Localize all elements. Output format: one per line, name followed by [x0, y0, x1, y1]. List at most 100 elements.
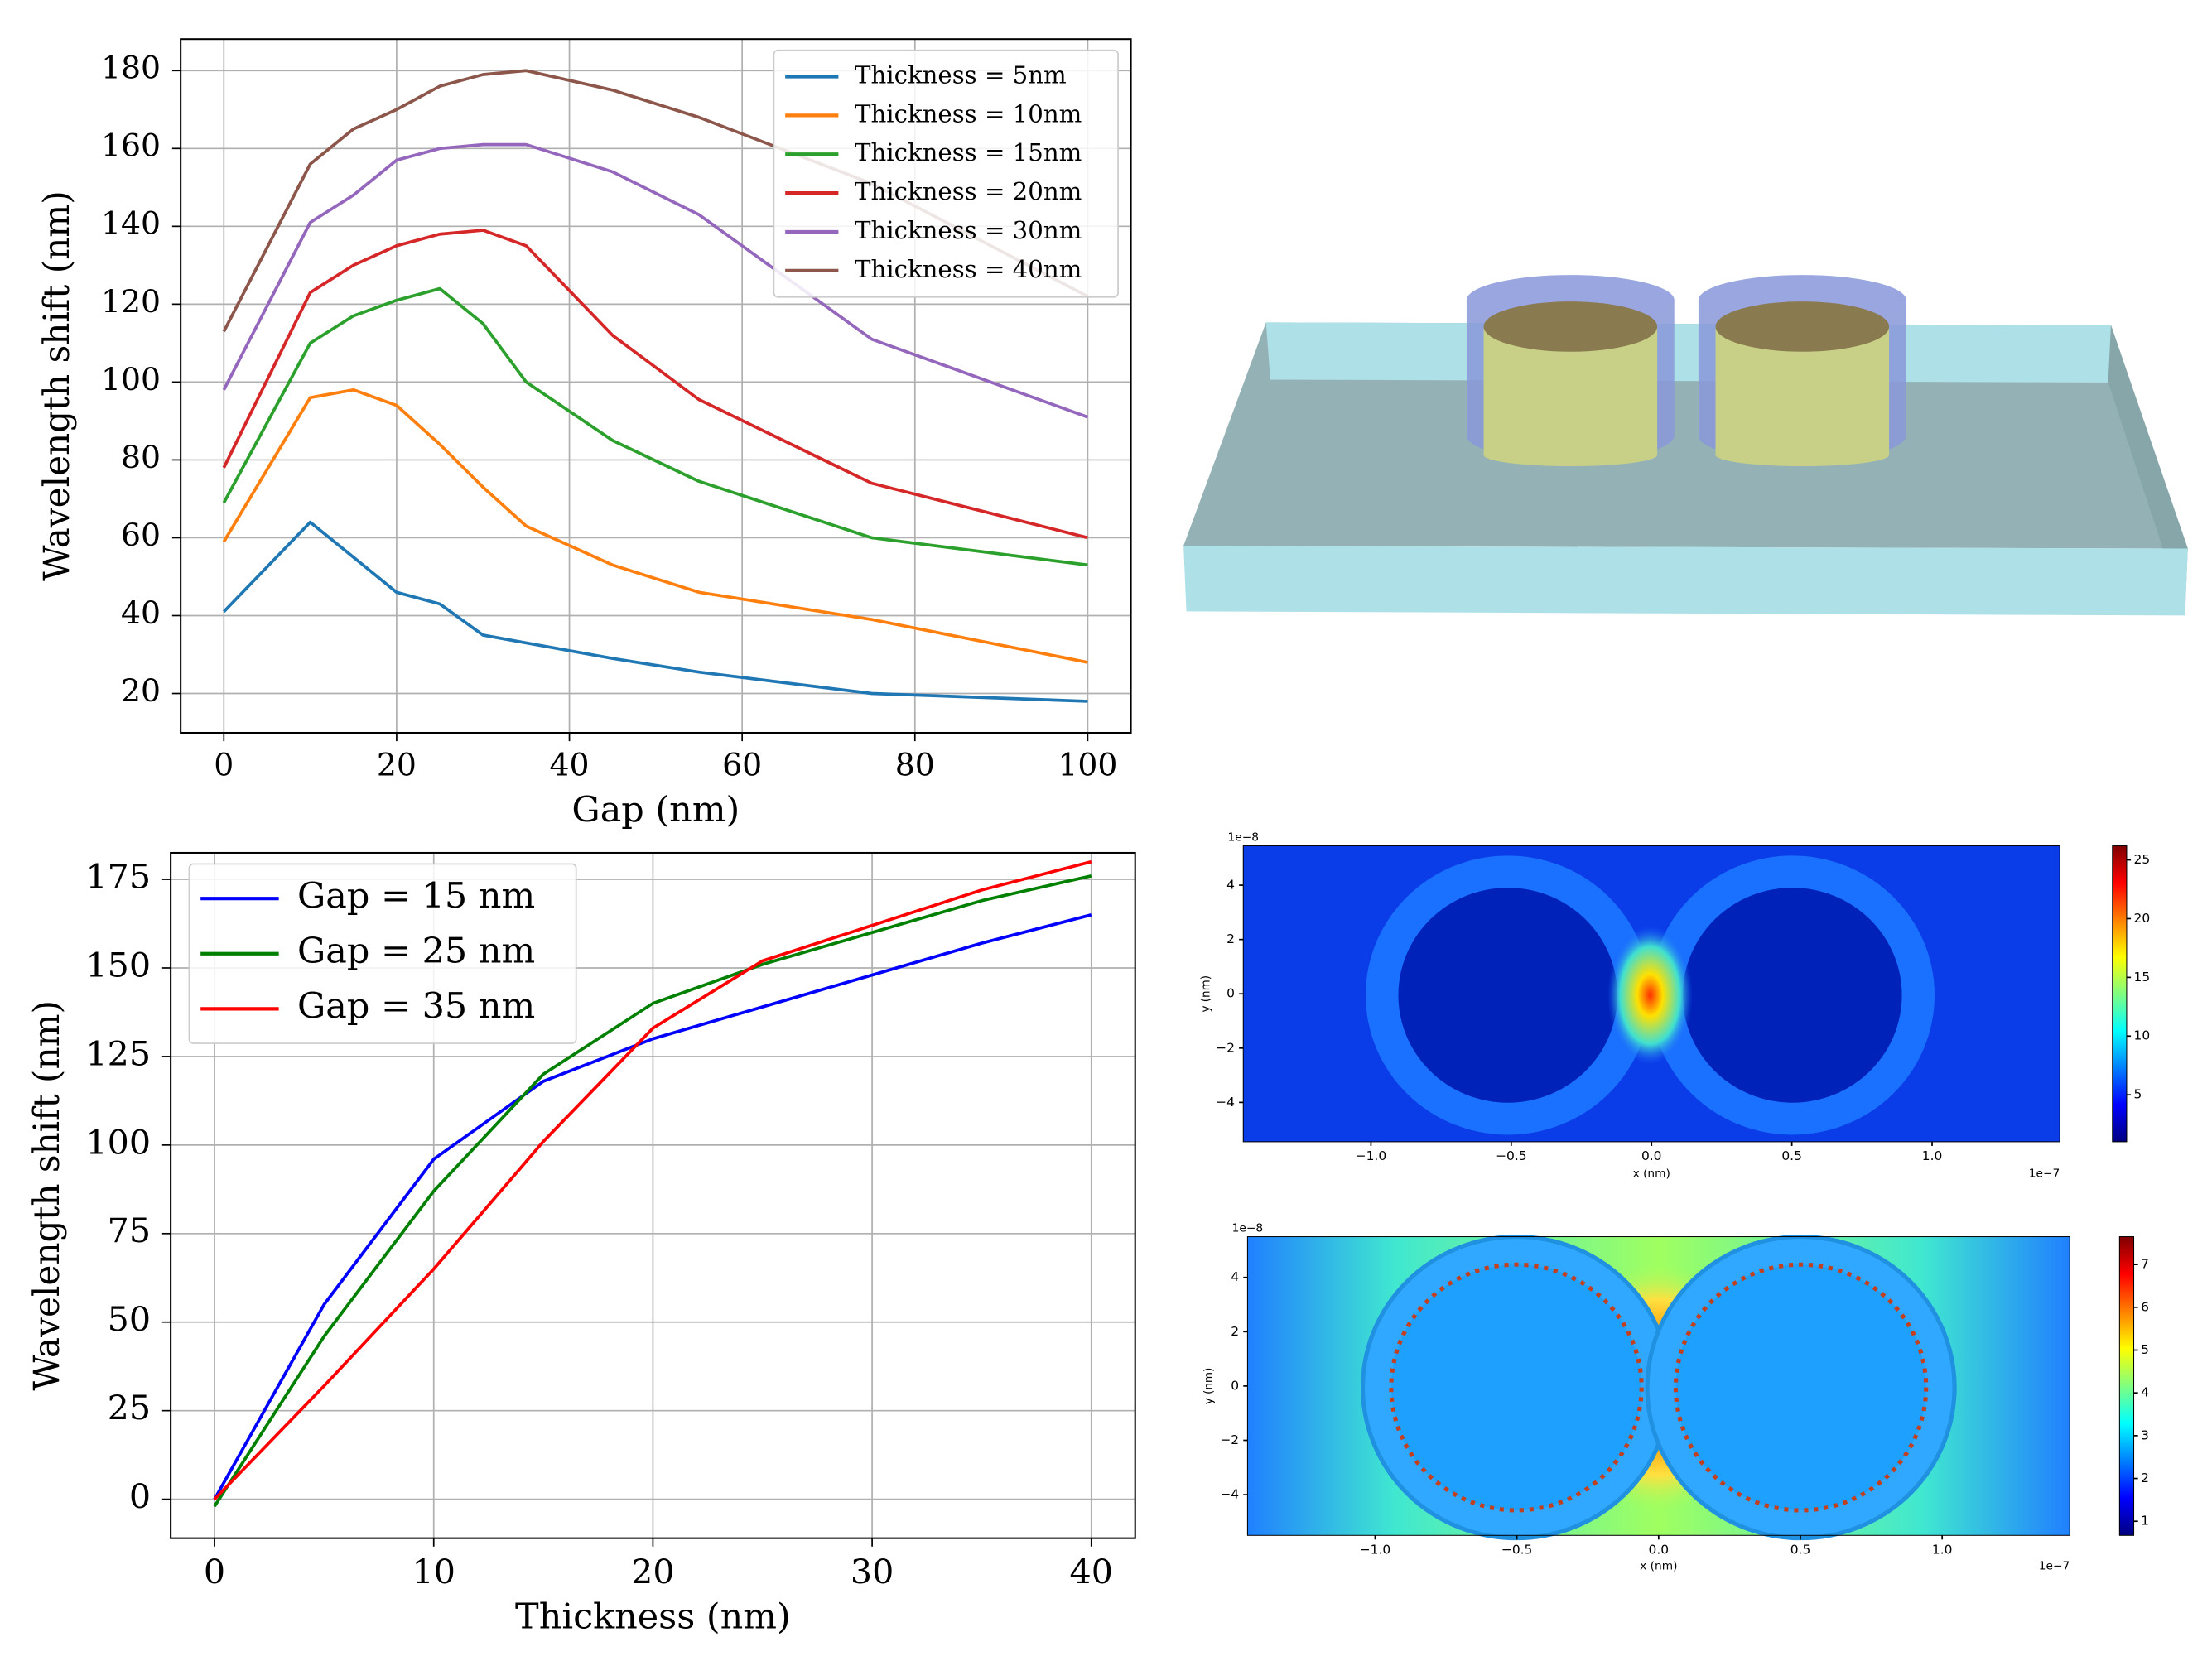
y-tick-label: 2 — [1231, 1324, 1239, 1339]
x-tick-label: −1.0 — [1356, 1148, 1387, 1163]
colorbar-tick-label: 25 — [2134, 852, 2151, 867]
x-tick-label: 0.5 — [1781, 1148, 1802, 1163]
y-tick-label: 180 — [101, 50, 161, 86]
x-tick-label: 40 — [1070, 1552, 1113, 1591]
x-tick-label: −0.5 — [1501, 1543, 1533, 1557]
x-tick-label: −1.0 — [1360, 1543, 1391, 1557]
colorbar-tick-label: 3 — [2141, 1427, 2149, 1442]
series-line — [213, 913, 1092, 1500]
y-axis-label: Wavelength shift (nm) — [37, 190, 78, 581]
series-line — [213, 874, 1092, 1508]
x-tick-label: 20 — [631, 1552, 674, 1591]
legend-label: Gap = 15 nm — [297, 876, 535, 917]
cylinder — [1466, 275, 1675, 467]
y-tick-label: 60 — [121, 517, 161, 553]
y-tick-label: −4 — [1216, 1095, 1235, 1110]
cylinder — [1698, 275, 1906, 467]
y-tick-label: 40 — [121, 595, 161, 631]
series-line — [222, 229, 1088, 540]
plot-frame — [1242, 845, 2060, 1143]
y-axis-label: y (nm) — [1200, 975, 1213, 1012]
y-tick-label: 2 — [1226, 932, 1235, 946]
legend-label: Thickness = 40nm — [855, 255, 1082, 283]
colorbar-tick-label: 2 — [2141, 1471, 2149, 1485]
y-axis-label: y (nm) — [1202, 1368, 1216, 1404]
series-line — [222, 520, 1088, 703]
series-line — [222, 388, 1088, 664]
colorbar-tick-label: 5 — [2134, 1087, 2142, 1102]
legend-label: Gap = 35 nm — [297, 987, 535, 1028]
x-tick-label: 40 — [550, 747, 590, 783]
y-tick-label: −2 — [1220, 1432, 1239, 1447]
series-line — [222, 142, 1089, 419]
x-tick-label: 80 — [895, 747, 935, 783]
x-tick-label: 30 — [851, 1552, 894, 1591]
plot-frame — [170, 851, 1136, 1539]
legend-label: Thickness = 30nm — [855, 216, 1082, 244]
y-tick-label: 75 — [108, 1211, 151, 1251]
y-tick-label: 0 — [1226, 986, 1235, 1001]
x-tick-label: 0.0 — [1641, 1148, 1662, 1163]
series-line — [222, 69, 1089, 333]
x-tick-label: 1.0 — [1922, 1148, 1943, 1163]
colorbar-tick-label: 7 — [2141, 1257, 2149, 1272]
legend-box — [188, 863, 577, 1044]
colorbar-tick-label: 20 — [2134, 911, 2151, 926]
y-tick-label: 25 — [108, 1388, 151, 1427]
x-tick-label: 0 — [204, 1552, 225, 1591]
x-tick-label: −0.5 — [1496, 1148, 1527, 1163]
x-axis-label: Thickness (nm) — [515, 1597, 791, 1638]
colorbar-tick-label: 15 — [2134, 970, 2151, 985]
legend-label: Thickness = 20nm — [855, 177, 1082, 205]
y-tick-label: 125 — [85, 1034, 151, 1074]
field-map — [1243, 845, 2060, 1142]
colorbar-tick-label: 1 — [2141, 1514, 2149, 1529]
x-tick-label: 0.5 — [1790, 1543, 1811, 1557]
y-tick-label: 20 — [121, 672, 161, 709]
y-tick-label: 100 — [85, 1123, 151, 1163]
y-axis-label: Wavelength shift (nm) — [27, 1000, 68, 1391]
x-axis-label: x (nm) — [1633, 1168, 1670, 1181]
legend-box — [773, 49, 1119, 298]
y-tick-label: 160 — [101, 128, 161, 164]
y-tick-label: 4 — [1226, 878, 1235, 893]
legend-label: Thickness = 10nm — [855, 100, 1082, 128]
x-tick-label: 1.0 — [1932, 1543, 1953, 1557]
y-tick-label: 150 — [85, 946, 151, 985]
legend-label: Gap = 25 nm — [297, 932, 535, 972]
y-tick-label: 100 — [101, 361, 161, 397]
field-map — [1247, 1235, 2070, 1541]
colorbar — [2118, 1236, 2135, 1536]
y-tick-label: 140 — [101, 205, 161, 242]
x-tick-label: 100 — [1058, 747, 1117, 783]
x-tick-label: 0 — [214, 747, 234, 783]
slab-front — [1183, 546, 2188, 616]
legend-label: Thickness = 15nm — [855, 138, 1082, 166]
y-offset-label: 1e−8 — [1228, 831, 1259, 845]
slab-back — [1265, 322, 2112, 383]
x-axis-label: x (nm) — [1640, 1559, 1677, 1572]
series-line — [222, 286, 1088, 567]
y-tick-label: 50 — [108, 1299, 151, 1339]
y-offset-label: 1e−8 — [1232, 1222, 1263, 1235]
y-tick-label: −4 — [1220, 1487, 1239, 1502]
plot-frame — [180, 38, 1132, 734]
colorbar-tick-label: 6 — [2141, 1299, 2149, 1314]
x-offset-label: 1e−7 — [2039, 1559, 2070, 1572]
x-offset-label: 1e−7 — [2029, 1168, 2060, 1181]
x-tick-label: 60 — [722, 747, 762, 783]
colorbar-tick-label: 5 — [2141, 1342, 2149, 1357]
y-tick-label: 175 — [85, 857, 151, 897]
y-tick-label: 0 — [1231, 1379, 1239, 1394]
y-tick-label: 0 — [129, 1476, 151, 1516]
x-tick-label: 20 — [377, 747, 417, 783]
render-3d — [1183, 275, 2188, 616]
colorbar — [2112, 845, 2128, 1143]
legend-label: Thickness = 5nm — [855, 61, 1067, 89]
x-tick-label: 0.0 — [1649, 1543, 1670, 1557]
y-tick-label: 120 — [101, 283, 161, 320]
colorbar-tick-label: 10 — [2134, 1028, 2151, 1043]
y-tick-label: −2 — [1216, 1040, 1235, 1055]
colorbar-tick-label: 4 — [2141, 1385, 2149, 1400]
